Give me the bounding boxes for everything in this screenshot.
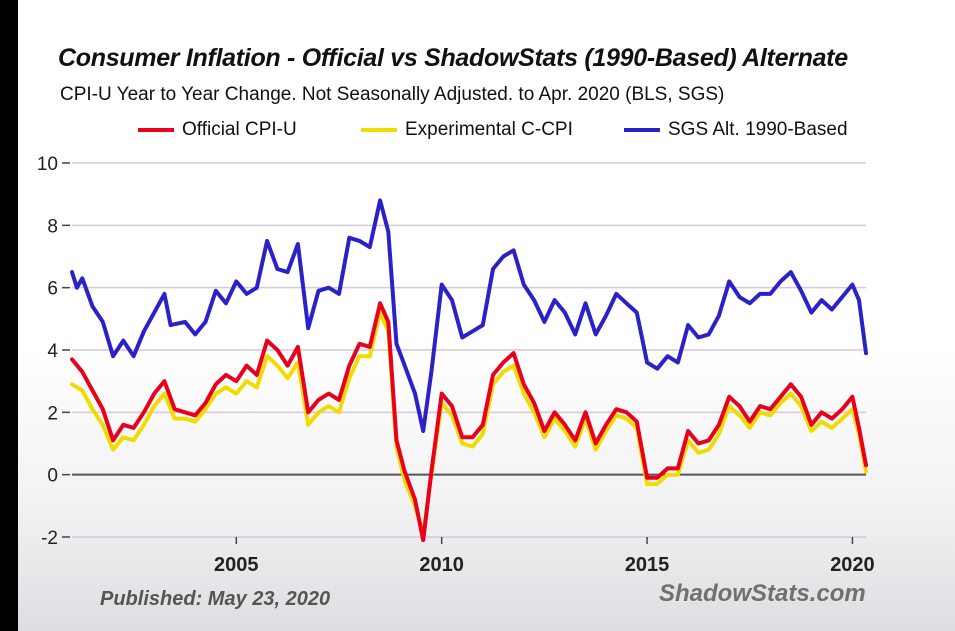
chart-subtitle: CPI-U Year to Year Change. Not Seasonall… (60, 84, 725, 105)
shadowstats-logo: ShadowStats.com (659, 580, 866, 607)
legend-item-experimental-ccpi: Experimental C-CPI (361, 119, 573, 141)
legend-label-experimental-ccpi: Experimental C-CPI (405, 119, 573, 140)
legend-item-sgs: SGS Alt. 1990-Based (624, 119, 848, 141)
legend-swatch-experimental-ccpi (361, 128, 397, 132)
y-tick-label: -2 (41, 528, 58, 549)
y-tick-label: 8 (47, 216, 58, 237)
grid-lines (72, 162, 866, 538)
x-tick-label: 2005 (214, 554, 259, 576)
x-tick-label: 2010 (419, 554, 464, 576)
y-tick-label: 10 (37, 154, 58, 175)
series-lines (70, 198, 868, 543)
y-tick-label: 4 (47, 341, 58, 362)
chart-panel: Consumer Inflation - Official vs ShadowS… (18, 0, 955, 631)
y-tick-label: 0 (47, 466, 58, 487)
x-tick-label: 2020 (830, 554, 875, 576)
series-line-2 (70, 198, 868, 433)
x-axis-ticks: 2005 2010 2015 2020 (214, 537, 875, 576)
series-line-1 (70, 310, 868, 536)
y-tick-label: 2 (47, 403, 58, 424)
legend-swatch-sgs (624, 128, 660, 132)
legend-label-sgs: SGS Alt. 1990-Based (668, 119, 848, 140)
chart-title: Consumer Inflation - Official vs ShadowS… (58, 44, 848, 72)
legend-swatch-official-cpi (138, 128, 174, 132)
published-date: Published: May 23, 2020 (100, 588, 331, 610)
series-line-0 (70, 301, 868, 543)
legend-item-official-cpi: Official CPI-U (138, 119, 297, 141)
y-axis-ticks: -2 0 2 4 6 8 10 (37, 154, 70, 549)
y-tick-label: 6 (47, 279, 58, 300)
x-tick-label: 2015 (625, 554, 670, 576)
legend-label-official-cpi: Official CPI-U (182, 119, 297, 140)
